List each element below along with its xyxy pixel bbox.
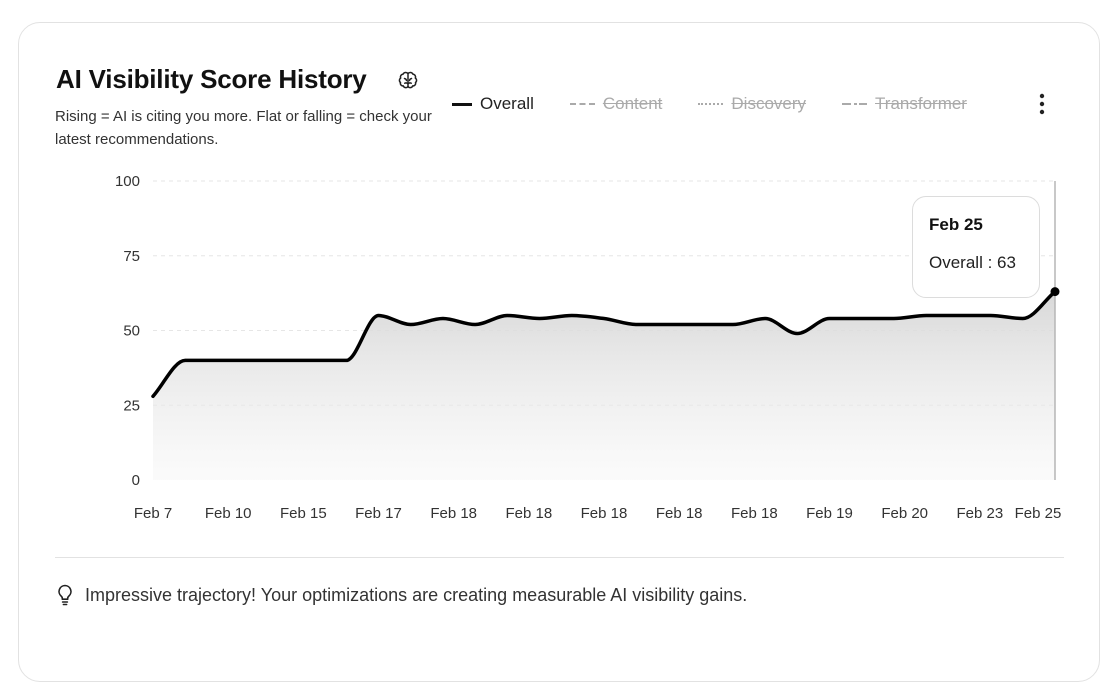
legend-label: Discovery [731, 94, 807, 113]
x-tick-label: Feb 25 [1015, 505, 1062, 522]
chart-title: AI Visibility Score History [56, 64, 367, 94]
y-tick-label: 0 [132, 472, 140, 489]
chart-subtitle: Rising = AI is citing you more. Flat or … [55, 108, 432, 148]
lightbulb-icon [58, 584, 72, 606]
y-tick-label: 25 [123, 397, 140, 414]
overall-area [153, 291, 1055, 480]
x-tick-label: Feb 20 [881, 505, 928, 522]
legend-swatch-solid [452, 102, 472, 106]
legend-swatch-dashed [569, 103, 595, 105]
brain-icon[interactable] [396, 69, 420, 93]
overall-series-line [151, 289, 1057, 399]
insight-text: Impressive trajectory! Your optimization… [85, 584, 748, 605]
more-vertical-icon[interactable] [1031, 92, 1053, 116]
tooltip-value: Overall : 63 [929, 253, 1016, 272]
legend-item-overall[interactable]: Overall [452, 94, 534, 114]
insight-row: Impressive trajectory! Your optimization… [56, 584, 747, 606]
legend-item-content[interactable]: Content [569, 94, 663, 114]
x-tick-label: Feb 18 [731, 505, 778, 522]
x-tick-label: Feb 18 [656, 505, 703, 522]
legend-label: Overall [480, 94, 534, 113]
x-tick-label: Feb 7 [134, 505, 172, 522]
legend-item-transformer[interactable]: Transformer [842, 94, 967, 114]
chart-tooltip: Feb 25 Overall : 63 [912, 196, 1040, 298]
y-tick-label: 50 [123, 323, 140, 340]
legend-swatch-dashdot [842, 103, 868, 105]
x-tick-label: Feb 23 [956, 505, 1003, 522]
divider [55, 557, 1064, 558]
x-tick-label: Feb 10 [205, 505, 252, 522]
legend-item-discovery[interactable]: Discovery [698, 94, 806, 114]
legend-swatch-dotted [698, 103, 724, 105]
y-tick-label: 100 [115, 173, 140, 190]
x-tick-label: Feb 18 [581, 505, 628, 522]
y-tick-label: 75 [123, 248, 140, 265]
hover-point[interactable] [1050, 287, 1060, 297]
x-tick-label: Feb 19 [806, 505, 853, 522]
x-tick-label: Feb 18 [505, 505, 552, 522]
chart-legend: Overall Content Discovery Transformer [452, 93, 1003, 115]
x-tick-label: Feb 17 [355, 505, 402, 522]
tooltip-date: Feb 25 [929, 215, 983, 234]
x-tick-label: Feb 15 [280, 505, 327, 522]
score-history-chart: 0 25 50 75 100 Feb 7 Feb 10 Feb 15 Feb 17 Feb 18… [115, 173, 1062, 522]
legend-label: Content [602, 94, 663, 113]
legend-label: Transformer [875, 94, 967, 113]
x-tick-label: Feb 18 [430, 505, 477, 522]
